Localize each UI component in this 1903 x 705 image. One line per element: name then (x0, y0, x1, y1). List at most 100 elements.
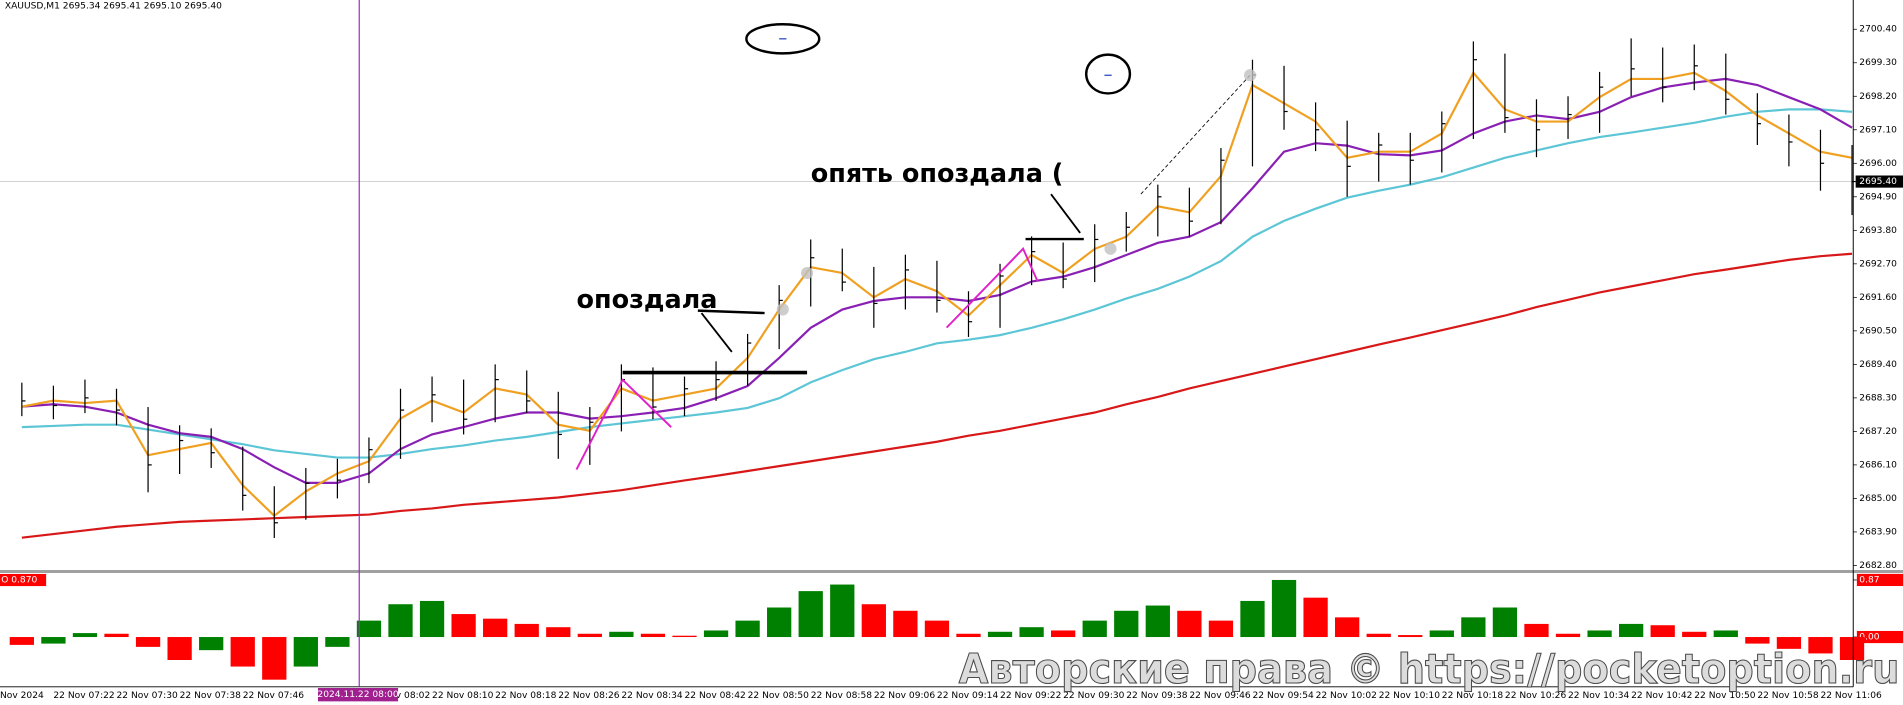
y-tick-label: 2690.50 (1859, 326, 1897, 336)
osc-tick-label: 0.87 (1859, 575, 1879, 585)
osc-bar (672, 635, 697, 638)
trade-marker (776, 303, 789, 316)
osc-tick-box (1856, 630, 1903, 644)
x-tick-label: 22 Nov 09:30 (1063, 691, 1125, 701)
osc-bar (1114, 610, 1139, 638)
osc-bar (1619, 623, 1644, 638)
trade-marker (1243, 69, 1257, 82)
osc-bar (1745, 637, 1770, 644)
osc-bar (1177, 610, 1202, 638)
osc-bar (609, 631, 634, 638)
x-tick-label: 22 Nov 10:10 (1379, 691, 1441, 701)
x-tick-label: 22 Nov 09:46 (1189, 691, 1251, 701)
osc-bar (1366, 633, 1391, 638)
y-tick-label: 2698.20 (1859, 92, 1897, 102)
x-tick-label: 22 Nov 08:58 (811, 691, 873, 701)
osc-bar (41, 637, 66, 644)
osc-bar (1145, 605, 1170, 638)
x-tick-label: 22 Nov 10:42 (1631, 691, 1692, 701)
x-tick-label: 22 Nov 09:14 (937, 691, 999, 701)
osc-bar (1587, 630, 1612, 638)
osc-bar (1713, 630, 1738, 638)
x-tick-label: 22 Nov 08:10 (432, 691, 494, 701)
osc-bar (199, 637, 224, 651)
watermark: Авторские права © https://pocketoption.r… (959, 645, 1900, 693)
zigzag (575, 378, 672, 471)
trade-marker (801, 266, 814, 280)
y-tick-label: 2696.00 (1859, 159, 1897, 169)
x-tick-label: 22 Nov 08:02 (369, 691, 430, 701)
y-tick-label: 2700.40 (1859, 25, 1897, 35)
last-price-label: 2695.40 (1859, 177, 1897, 187)
date-label: Nov 2024 (0, 691, 44, 701)
osc-bar (293, 637, 318, 667)
x-tick-label: 22 Nov 09:22 (1000, 691, 1061, 701)
osc-bar (1398, 635, 1423, 638)
osc-bar (1019, 627, 1044, 638)
osc-bar (230, 637, 255, 667)
osc-bar (1335, 617, 1360, 638)
osc-bar (987, 631, 1013, 638)
osc-bar (1271, 579, 1297, 638)
x-tick-label: 22 Nov 09:54 (1252, 691, 1314, 701)
osc-bar (1650, 625, 1675, 638)
osc-bar (893, 610, 918, 638)
ellipse-mark (745, 23, 821, 55)
osc-bar (483, 618, 508, 638)
x-tick-label: 22 Nov 10:18 (1442, 691, 1504, 701)
x-tick-label: 22 Nov 11:06 (1820, 691, 1882, 701)
y-tick-label: 2694.90 (1859, 192, 1897, 202)
x-tick-label: 22 Nov 08:34 (621, 691, 683, 701)
osc-bar (1461, 617, 1486, 638)
x-tick-label: 22 Nov 08:42 (684, 691, 745, 701)
trend-dashed (1140, 74, 1251, 195)
x-tick-label: 22 Nov 07:38 (180, 691, 242, 701)
osc-bar (1776, 637, 1802, 649)
osc-bar (325, 637, 350, 647)
osc-bar (262, 637, 287, 680)
osc-bar (1555, 633, 1581, 638)
osc-bar (830, 584, 855, 638)
x-tick-label: 22 Nov 07:22 (53, 691, 114, 701)
y-tick-label: 2687.20 (1859, 427, 1897, 437)
y-tick-label: 2689.40 (1859, 360, 1897, 370)
zigzag (945, 247, 1039, 329)
x-tick-label: 22 Nov 08:26 (558, 691, 620, 701)
x-tick-label: 22 Nov 10:02 (1316, 691, 1377, 701)
osc-bar (703, 630, 729, 638)
osc-bar (798, 591, 823, 638)
x-tick-label: 22 Nov 10:34 (1568, 691, 1630, 701)
chart-header: XAUUSD,M1 2695.34 2695.41 2695.10 2695.4… (5, 2, 222, 12)
y-tick-label: 2692.70 (1859, 259, 1897, 269)
x-tick-label: 22 Nov 07:46 (243, 691, 305, 701)
moving-average (21, 252, 1853, 539)
ellipse-mark (1085, 53, 1132, 95)
x-tick-label: 22 Nov 08:18 (495, 691, 557, 701)
osc-bar (9, 637, 34, 645)
osc-bar (167, 637, 192, 660)
osc-bar (767, 607, 792, 638)
last-price-box (1855, 175, 1903, 188)
x-tick-label: 22 Nov 07:30 (117, 691, 179, 701)
y-tick-label: 2691.60 (1859, 293, 1897, 303)
osc-bar (388, 604, 413, 638)
osc-bar (1208, 620, 1234, 638)
annotation: опять опоздала ( (811, 159, 1064, 189)
crosshair-label-box (317, 688, 399, 702)
osc-tick-box (1856, 573, 1903, 587)
osc-bar (956, 633, 981, 638)
osc-bar (1524, 623, 1549, 638)
osc-bar (640, 633, 666, 638)
y-tick-label: 2686.10 (1859, 460, 1897, 470)
osc-bar (1051, 630, 1076, 638)
osc-bar (72, 633, 98, 638)
drawn-pointer (697, 309, 765, 315)
y-tick-label: 2685.00 (1859, 494, 1897, 504)
drawn-pointer (1050, 193, 1081, 234)
y-tick-label: 2699.30 (1859, 58, 1897, 68)
osc-bar (1429, 630, 1454, 638)
oscillator-label: O 0.870 (1, 576, 37, 586)
